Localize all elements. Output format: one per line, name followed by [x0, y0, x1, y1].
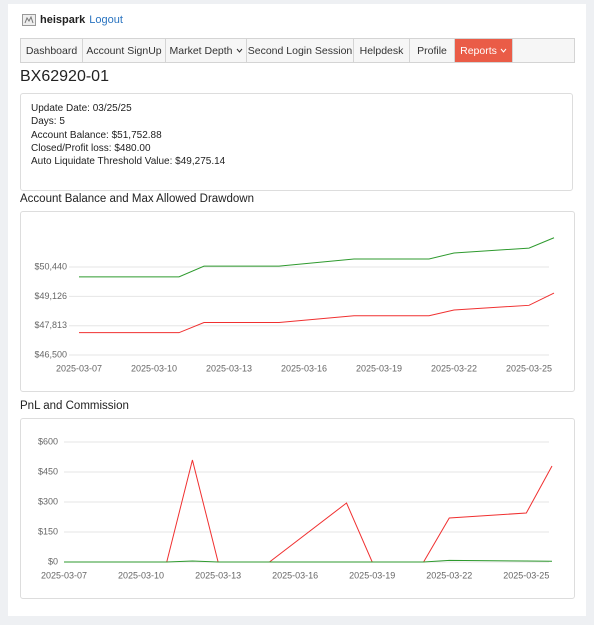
line: [64, 559, 553, 563]
chart-box: $0 $150 $300 $450 $600 2025-03-07 2025-03-10 20…: [20, 418, 575, 599]
nav-tab[interactable]: Market Depth: [166, 39, 247, 62]
nav-label: Helpdesk: [359, 44, 404, 57]
info-line: Closed/Profit loss: $480.00: [31, 142, 151, 154]
x-tick-label: 2025-03-22: [431, 363, 477, 373]
x-tick-label: 2025-03-22: [426, 570, 472, 580]
nav-tab[interactable]: Helpdesk: [354, 39, 410, 62]
y-tick-label: $600: [38, 436, 58, 446]
x-tick-label: 2025-03-10: [118, 570, 164, 580]
info-line: Update Date: 03/25/25: [31, 103, 132, 114]
chart: $0 $150 $300 $450 $600 2025-03-07 2025-03-10 20…: [38, 436, 553, 580]
y-tick-label: $47,813: [34, 320, 67, 330]
y-tick-label: $450: [38, 466, 58, 476]
x-tick-label: 2025-03-10: [131, 363, 177, 373]
nav-tab[interactable]: Reports: [455, 39, 513, 62]
nav-label: Profile: [417, 44, 447, 57]
x-tick-label: 2025-03-25: [506, 363, 552, 373]
nav-tab[interactable]: Dashboard: [21, 39, 83, 62]
nav-tab[interactable]: Second Login Session: [247, 39, 354, 62]
nav-label: Dashboard: [25, 44, 78, 57]
nav-tab[interactable]: Profile: [410, 39, 455, 62]
y-tick-label: $150: [38, 526, 58, 536]
nav-label: Market Depth: [169, 44, 233, 57]
y-tick-label: $0: [48, 556, 58, 566]
chart-title: PnL and Commission: [20, 400, 129, 412]
line: [64, 459, 553, 563]
chart-title: Account Balance and Max Allowed Drawdown: [20, 193, 254, 205]
info-panel: Update Date: 03/25/25 Days: 5 Account Ba…: [20, 93, 573, 191]
chart: $46,500 $47,813 $49,126 $50,440 2025-03-07 20…: [34, 237, 555, 373]
info-line: Account Balance: $51,752.88: [31, 129, 162, 141]
x-tick-label: 2025-03-13: [195, 570, 241, 580]
chart-box: $46,500 $47,813 $49,126 $50,440 2025-03-07 20…: [20, 211, 575, 392]
y-tick-label: $49,126: [34, 291, 67, 301]
x-tick-label: 2025-03-16: [281, 363, 327, 373]
x-tick-label: 2025-03-07: [56, 363, 102, 373]
x-tick-label: 2025-03-13: [206, 363, 252, 373]
page: heispark Logout Dashboard Account SignUp…: [8, 4, 586, 616]
y-tick-label: $50,440: [34, 261, 67, 271]
header: heispark Logout: [22, 14, 123, 26]
avatar: [22, 14, 36, 26]
x-tick-label: 2025-03-19: [356, 363, 402, 373]
nav-bar: Dashboard Account SignUp Market Depth Se…: [20, 38, 575, 63]
nav-tab[interactable]: Account SignUp: [83, 39, 166, 62]
chevron: [500, 48, 507, 53]
x-tick-label: 2025-03-07: [41, 570, 87, 580]
nav-label: Second Login Session: [247, 44, 353, 57]
x-tick-label: 2025-03-16: [272, 570, 318, 580]
y-tick-label: $46,500: [34, 349, 67, 359]
x-tick-label: 2025-03-19: [349, 570, 395, 580]
y-tick-label: $300: [38, 496, 58, 506]
account-id: BX62920-01: [20, 68, 109, 85]
info-line: Days: 5: [31, 116, 65, 128]
nav-label: Reports: [460, 44, 497, 57]
logout-link[interactable]: Logout: [89, 14, 123, 26]
x-tick-label: 2025-03-25: [503, 570, 549, 580]
line: [79, 292, 555, 334]
info-line: Auto Liquidate Threshold Value: $49,275.…: [31, 156, 226, 168]
user-name: heispark: [40, 14, 86, 26]
nav-label: Account SignUp: [86, 44, 162, 57]
line: [79, 237, 555, 278]
chevron: [236, 48, 242, 53]
